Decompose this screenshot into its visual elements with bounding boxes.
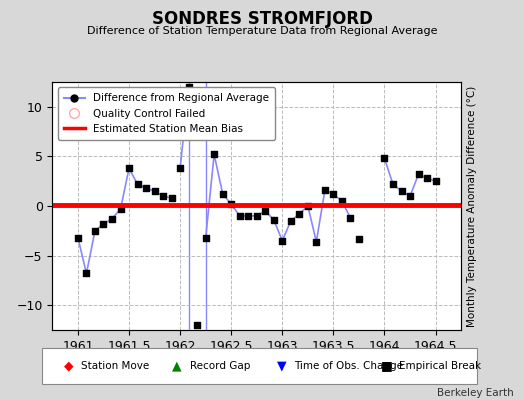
Text: Difference of Station Temperature Data from Regional Average: Difference of Station Temperature Data f… — [87, 26, 437, 36]
Point — [82, 270, 91, 277]
Point — [397, 188, 406, 194]
Point — [168, 195, 176, 201]
Point — [329, 191, 337, 197]
Point — [125, 165, 133, 172]
Point — [355, 236, 363, 242]
Text: Empirical Break: Empirical Break — [399, 361, 481, 371]
Point — [184, 84, 193, 90]
Text: ▲: ▲ — [172, 360, 182, 372]
Point — [201, 234, 210, 241]
Point — [219, 191, 227, 197]
Point — [406, 193, 414, 199]
Point — [108, 216, 116, 222]
Text: ■: ■ — [381, 360, 393, 372]
Text: ◆: ◆ — [63, 360, 73, 372]
Point — [142, 185, 150, 191]
Point — [423, 175, 431, 182]
Point — [133, 181, 141, 187]
Legend: Difference from Regional Average, Quality Control Failed, Estimated Station Mean: Difference from Regional Average, Qualit… — [58, 87, 275, 140]
Point — [235, 213, 244, 219]
Point — [150, 188, 159, 194]
Point — [116, 206, 125, 212]
Text: Berkeley Earth: Berkeley Earth — [437, 388, 514, 398]
Text: Record Gap: Record Gap — [190, 361, 250, 371]
Point — [431, 178, 440, 184]
Point — [210, 151, 219, 158]
Point — [287, 218, 295, 224]
Point — [74, 234, 82, 241]
Point — [295, 211, 303, 217]
Point — [321, 187, 329, 193]
Point — [346, 215, 355, 221]
Point — [389, 181, 397, 187]
Y-axis label: Monthly Temperature Anomaly Difference (°C): Monthly Temperature Anomaly Difference (… — [467, 85, 477, 327]
Text: ▼: ▼ — [277, 360, 287, 372]
Point — [270, 217, 278, 223]
Point — [91, 228, 99, 234]
Point — [244, 213, 253, 219]
FancyBboxPatch shape — [42, 348, 477, 384]
Point — [278, 238, 287, 244]
Point — [261, 208, 269, 214]
Point — [227, 201, 235, 207]
Text: SONDRES STROMFJORD: SONDRES STROMFJORD — [151, 10, 373, 28]
Point — [312, 238, 321, 245]
Point — [193, 322, 201, 328]
Point — [414, 171, 423, 178]
Text: Time of Obs. Change: Time of Obs. Change — [294, 361, 403, 371]
Point — [253, 213, 261, 219]
Point — [99, 221, 107, 227]
Point — [159, 193, 167, 199]
Point — [337, 198, 346, 204]
Point — [176, 165, 184, 172]
Point — [303, 203, 312, 209]
Point — [380, 155, 389, 162]
Text: Station Move: Station Move — [81, 361, 149, 371]
